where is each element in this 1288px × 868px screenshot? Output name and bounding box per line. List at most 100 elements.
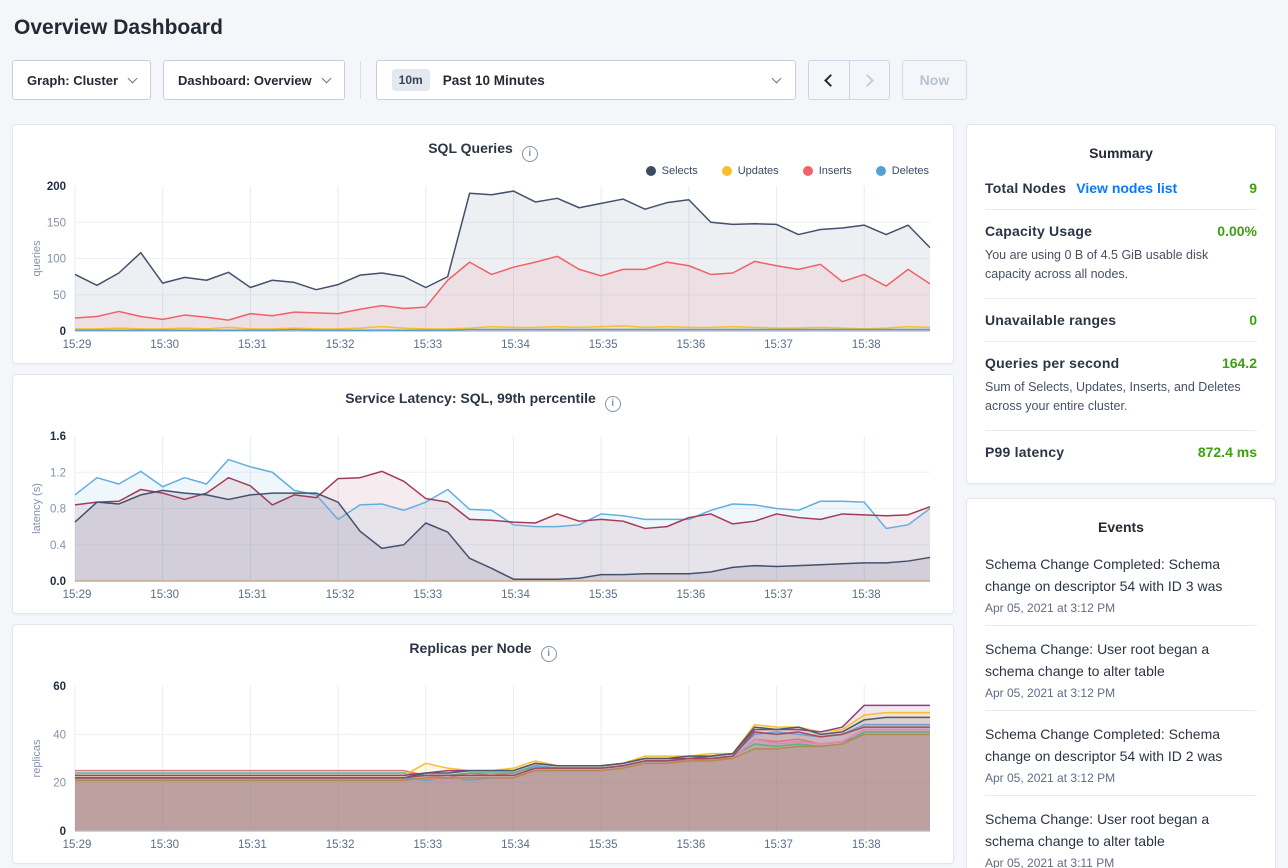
time-range-picker[interactable]: 10m Past 10 Minutes — [375, 60, 796, 100]
legend-dot-icon — [721, 166, 732, 176]
time-range-label: Past 10 Minutes — [442, 72, 545, 88]
svg-text:15:34: 15:34 — [501, 589, 530, 601]
svg-text:15:29: 15:29 — [63, 339, 92, 351]
svg-text:50: 50 — [53, 290, 66, 302]
svg-text:15:30: 15:30 — [150, 339, 179, 351]
legend-dot-icon — [802, 166, 813, 176]
summary-row-p99-latency: P99 latency 872.4 ms — [985, 429, 1257, 473]
svg-text:0: 0 — [60, 826, 66, 838]
unavailable-ranges-value: 0 — [1249, 311, 1257, 328]
charts-column: SQL Queries i Selects Updates Inserts Delete… — [12, 124, 954, 868]
total-nodes-label: Total Nodes — [985, 180, 1067, 196]
legend-spacer — [29, 662, 937, 680]
event-timestamp: Apr 05, 2021 at 3:12 PM — [985, 600, 1116, 615]
p99-latency-value: 872.4 ms — [1197, 443, 1257, 460]
capacity-usage-value: 0.00% — [1217, 223, 1257, 239]
event-timestamp: Apr 05, 2021 at 3:11 PM — [985, 856, 1115, 868]
svg-text:15:31: 15:31 — [238, 839, 267, 851]
now-button[interactable]: Now — [901, 60, 968, 100]
graph-dropdown[interactable]: Graph: Cluster — [12, 60, 152, 100]
event-item[interactable]: Schema Change: User root began a schema … — [985, 624, 1257, 710]
svg-text:15:37: 15:37 — [764, 839, 793, 851]
dashboard-dropdown-label: Dashboard: Overview — [178, 72, 312, 88]
svg-text:15:35: 15:35 — [589, 339, 618, 351]
svg-text:15:36: 15:36 — [676, 589, 705, 601]
service-latency-chart[interactable]: 0.0 0.4 0.8 1.2 1.6 15:29 15:30 15:31 15:32 15:33… — [29, 430, 935, 605]
info-icon[interactable]: i — [540, 645, 557, 662]
events-heading: Events — [1098, 518, 1144, 535]
event-item[interactable]: Schema Change Completed: Schema change o… — [985, 541, 1257, 625]
capacity-usage-label: Capacity Usage — [985, 223, 1093, 239]
svg-text:1.2: 1.2 — [50, 467, 66, 479]
svg-text:replicas: replicas — [31, 739, 43, 777]
info-icon[interactable]: i — [521, 145, 538, 162]
svg-text:15:37: 15:37 — [764, 589, 793, 601]
prev-time-button[interactable] — [809, 61, 849, 99]
summary-panel: Summary Total Nodes View nodes list 9 Ca… — [966, 124, 1276, 484]
view-nodes-list-link[interactable]: View nodes list — [1076, 180, 1178, 196]
svg-text:15:29: 15:29 — [63, 589, 92, 601]
event-text: Schema Change: User root began a schema … — [985, 811, 1210, 850]
event-timestamp: Apr 05, 2021 at 3:12 PM — [985, 771, 1116, 786]
dashboard-dropdown[interactable]: Dashboard: Overview — [163, 60, 345, 100]
events-panel: Events Schema Change Completed: Schema c… — [966, 497, 1276, 868]
legend-spacer — [29, 412, 937, 430]
time-step-buttons — [807, 60, 890, 100]
svg-text:15:34: 15:34 — [501, 839, 530, 851]
time-range-badge: 10m — [391, 69, 430, 91]
page-title: Overview Dashboard — [14, 16, 223, 39]
svg-text:latency (s): latency (s) — [31, 483, 43, 534]
svg-text:40: 40 — [53, 729, 66, 741]
svg-text:15:38: 15:38 — [852, 839, 881, 851]
svg-text:15:34: 15:34 — [501, 339, 530, 351]
svg-text:15:36: 15:36 — [676, 839, 705, 851]
summary-row-total-nodes: Total Nodes View nodes list 9 — [985, 167, 1257, 209]
svg-text:15:31: 15:31 — [238, 589, 267, 601]
svg-text:15:38: 15:38 — [852, 339, 881, 351]
legend-item-updates: Updates — [721, 165, 779, 177]
chart-title: SQL Queries — [428, 140, 513, 156]
svg-text:15:33: 15:33 — [413, 339, 442, 351]
chart-title-row: Service Latency: SQL, 99th percentile i — [29, 390, 937, 412]
queries-per-second-description: Sum of Selects, Updates, Inserts, and De… — [985, 379, 1241, 414]
queries-per-second-value: 164.2 — [1221, 354, 1257, 371]
capacity-usage-description: You are using 0 B of 4.5 GiB usable disk… — [985, 248, 1209, 282]
svg-text:15:33: 15:33 — [413, 589, 442, 601]
legend-dot-icon — [875, 166, 886, 176]
event-item[interactable]: Schema Change: User root began a schema … — [985, 795, 1257, 868]
svg-text:15:32: 15:32 — [326, 339, 355, 351]
summary-row-queries-per-second: Queries per second 164.2 Sum of Selects,… — [985, 340, 1257, 430]
svg-text:0.0: 0.0 — [50, 576, 66, 588]
chart-legend: Selects Updates Inserts Deletes — [29, 162, 929, 180]
next-time-button[interactable] — [848, 61, 889, 99]
queries-per-second-label: Queries per second — [985, 354, 1120, 371]
svg-text:15:35: 15:35 — [589, 589, 618, 601]
main-content: SQL Queries i Selects Updates Inserts Delete… — [12, 124, 1276, 868]
svg-text:queries: queries — [31, 240, 43, 277]
chevron-down-icon — [321, 73, 332, 83]
svg-text:15:37: 15:37 — [764, 339, 793, 351]
legend-item-deletes: Deletes — [875, 165, 929, 177]
event-text: Schema Change Completed: Schema change o… — [985, 725, 1223, 765]
svg-text:200: 200 — [47, 181, 66, 193]
event-item[interactable]: Schema Change Completed: Schema change o… — [985, 709, 1257, 795]
chevron-down-icon — [127, 73, 138, 83]
info-icon[interactable]: i — [604, 395, 621, 412]
unavailable-ranges-label: Unavailable ranges — [985, 311, 1117, 328]
svg-text:15:32: 15:32 — [326, 589, 355, 601]
svg-text:15:36: 15:36 — [676, 339, 705, 351]
total-nodes-value: 9 — [1249, 180, 1257, 196]
summary-row-unavailable-ranges: Unavailable ranges 0 — [985, 297, 1257, 341]
chevron-left-icon — [823, 73, 837, 87]
sql-queries-chart[interactable]: 0 50 100 150 200 15:29 15:30 15:31 15:32 15:33 15:… — [29, 180, 935, 355]
replicas-per-node-chart[interactable]: 0 20 40 60 15:29 15:30 15:31 15:32 15:33 15:34 15:… — [29, 680, 935, 855]
event-text: Schema Change: User root began a schema … — [985, 640, 1210, 679]
legend-item-inserts: Inserts — [802, 165, 852, 177]
svg-text:0.8: 0.8 — [50, 504, 66, 516]
chevron-right-icon — [861, 73, 875, 87]
svg-text:15:30: 15:30 — [150, 839, 179, 851]
sql-queries-panel: SQL Queries i Selects Updates Inserts Delete… — [12, 124, 954, 364]
chart-title-row: SQL Queries i — [29, 140, 937, 162]
svg-text:1.6: 1.6 — [50, 431, 66, 443]
